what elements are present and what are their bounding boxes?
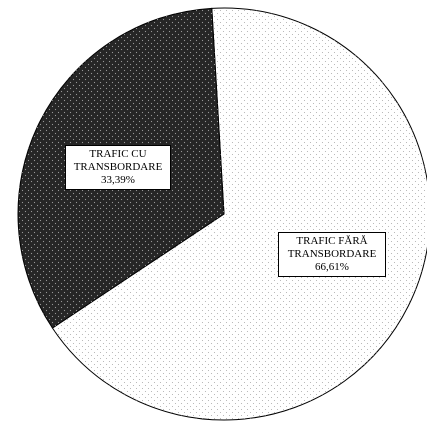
slice-label: TRAFIC FĂRĂ TRANSBORDARE 66,61% bbox=[278, 232, 386, 277]
value-label: 33,39% bbox=[101, 174, 135, 186]
category-label: TRAFIC CU TRANSBORDARE bbox=[73, 148, 163, 173]
value-label: 66,61% bbox=[315, 261, 349, 273]
slice-label: TRAFIC CU TRANSBORDARE 33,39% bbox=[65, 145, 171, 190]
slice-texture bbox=[52, 8, 427, 420]
category-label: TRAFIC FĂRĂ TRANSBORDARE bbox=[287, 235, 377, 260]
